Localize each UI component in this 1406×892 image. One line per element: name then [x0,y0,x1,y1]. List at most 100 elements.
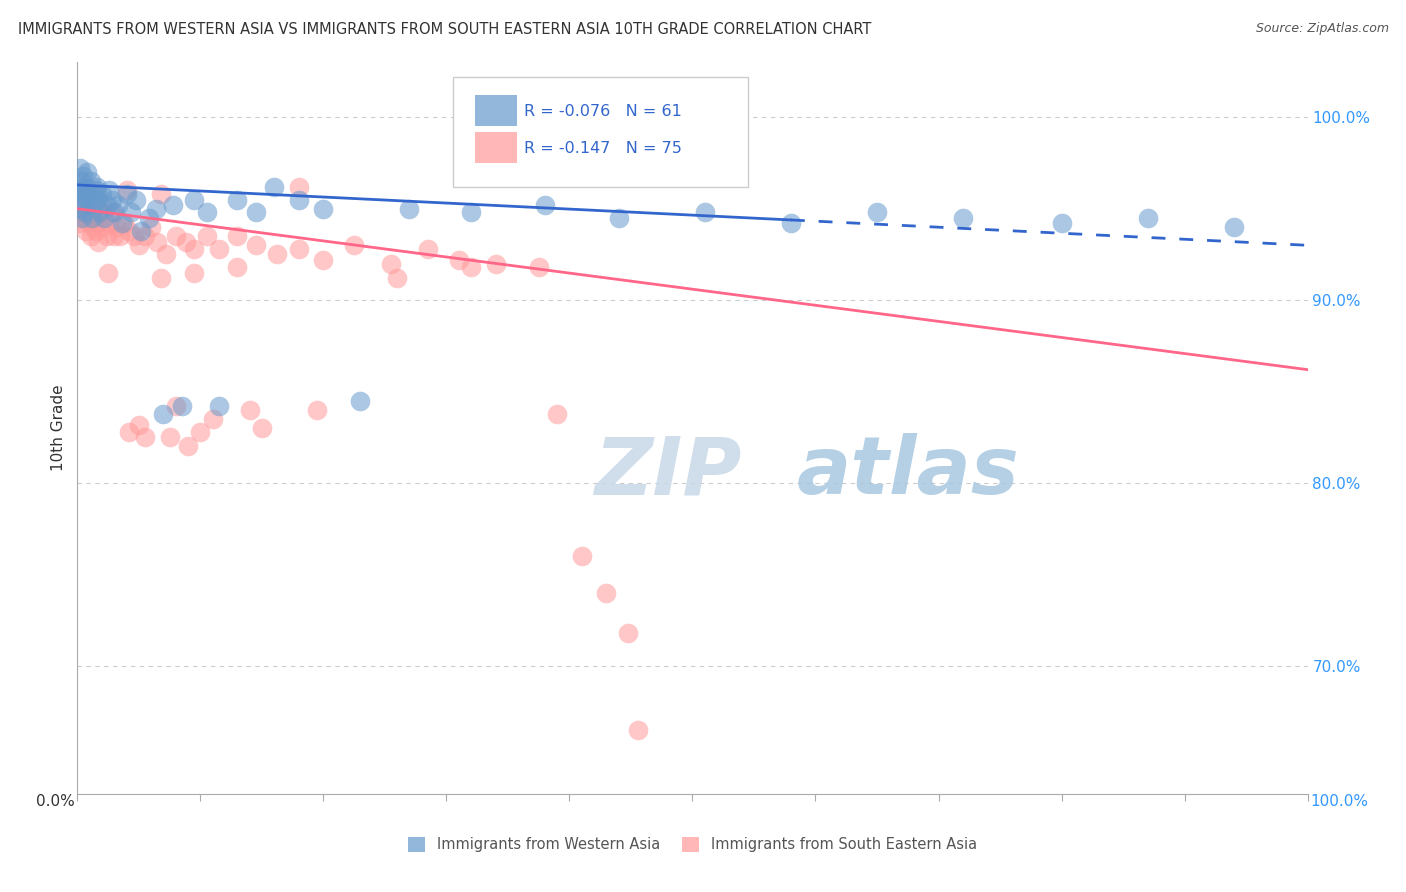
Point [239,402,262,417]
Point [79,193,101,207]
Point [177,439,200,453]
Point [75,193,97,207]
Point [82,205,104,219]
Point [155,247,177,261]
Point [571,549,593,563]
Point [288,242,311,256]
Text: 0.0%: 0.0% [37,794,75,809]
Point [780,216,803,230]
Point [93,219,115,234]
Point [607,211,630,225]
Point [398,202,420,216]
Point [75,224,97,238]
Point [70,202,93,216]
Text: atlas: atlas [797,433,1019,511]
Point [83,193,105,207]
Point [70,211,93,225]
Point [98,183,121,197]
Point [627,723,650,737]
FancyBboxPatch shape [453,77,748,186]
Point [447,252,470,267]
Point [1050,216,1073,230]
Point [98,216,121,230]
Point [150,187,173,202]
Point [131,224,153,238]
Point [73,211,96,225]
Point [183,266,205,280]
Point [266,247,288,261]
Point [201,412,224,426]
Point [343,238,366,252]
Point [165,229,187,244]
Point [110,229,132,244]
Point [70,187,93,202]
Text: ZIP: ZIP [595,433,741,511]
Point [115,187,138,202]
Point [72,193,94,207]
Point [70,205,93,219]
Point [128,417,150,432]
Point [84,183,107,197]
Point [122,229,145,244]
Point [72,169,94,183]
Point [70,174,93,188]
FancyBboxPatch shape [475,132,516,162]
Point [146,235,169,249]
Point [77,187,100,202]
Point [96,229,118,244]
Point [245,205,267,219]
Point [159,430,181,444]
Point [349,393,371,408]
Point [226,260,249,275]
Point [69,161,91,176]
Point [387,271,409,285]
Point [82,187,104,202]
Point [162,198,184,212]
Point [195,205,218,219]
Point [288,179,311,194]
Point [190,425,212,439]
Point [693,205,716,219]
Text: IMMIGRANTS FROM WESTERN ASIA VS IMMIGRANTS FROM SOUTH EASTERN ASIA 10TH GRADE CO: IMMIGRANTS FROM WESTERN ASIA VS IMMIGRAN… [18,22,872,37]
Point [183,193,205,207]
Point [1136,211,1159,225]
Point [534,198,557,212]
Point [101,193,124,207]
Point [527,260,550,275]
Point [90,205,114,219]
Point [69,187,91,202]
Point [73,183,96,197]
Point [86,193,108,207]
Legend: Immigrants from Western Asia, Immigrants from South Eastern Asia: Immigrants from Western Asia, Immigrants… [401,830,984,860]
Text: R = -0.076   N = 61: R = -0.076 N = 61 [524,104,682,119]
Point [93,211,115,225]
FancyBboxPatch shape [475,95,516,126]
Point [77,216,100,230]
Point [125,193,148,207]
Point [617,626,640,640]
Point [307,402,329,417]
Point [80,229,103,244]
Point [165,399,187,413]
Point [226,193,249,207]
Point [195,229,218,244]
Point [101,205,124,219]
Point [96,198,118,212]
Point [128,238,150,252]
Point [380,256,402,270]
Point [141,219,163,234]
Point [312,202,335,216]
Point [150,271,173,285]
Point [72,183,94,197]
Point [595,585,617,599]
Point [107,198,129,212]
Point [1223,219,1246,234]
Point [866,205,889,219]
Point [87,235,110,249]
Point [82,219,104,234]
Point [111,216,132,230]
Point [183,242,205,256]
Point [79,198,101,212]
Point [460,205,482,219]
Point [103,229,125,244]
